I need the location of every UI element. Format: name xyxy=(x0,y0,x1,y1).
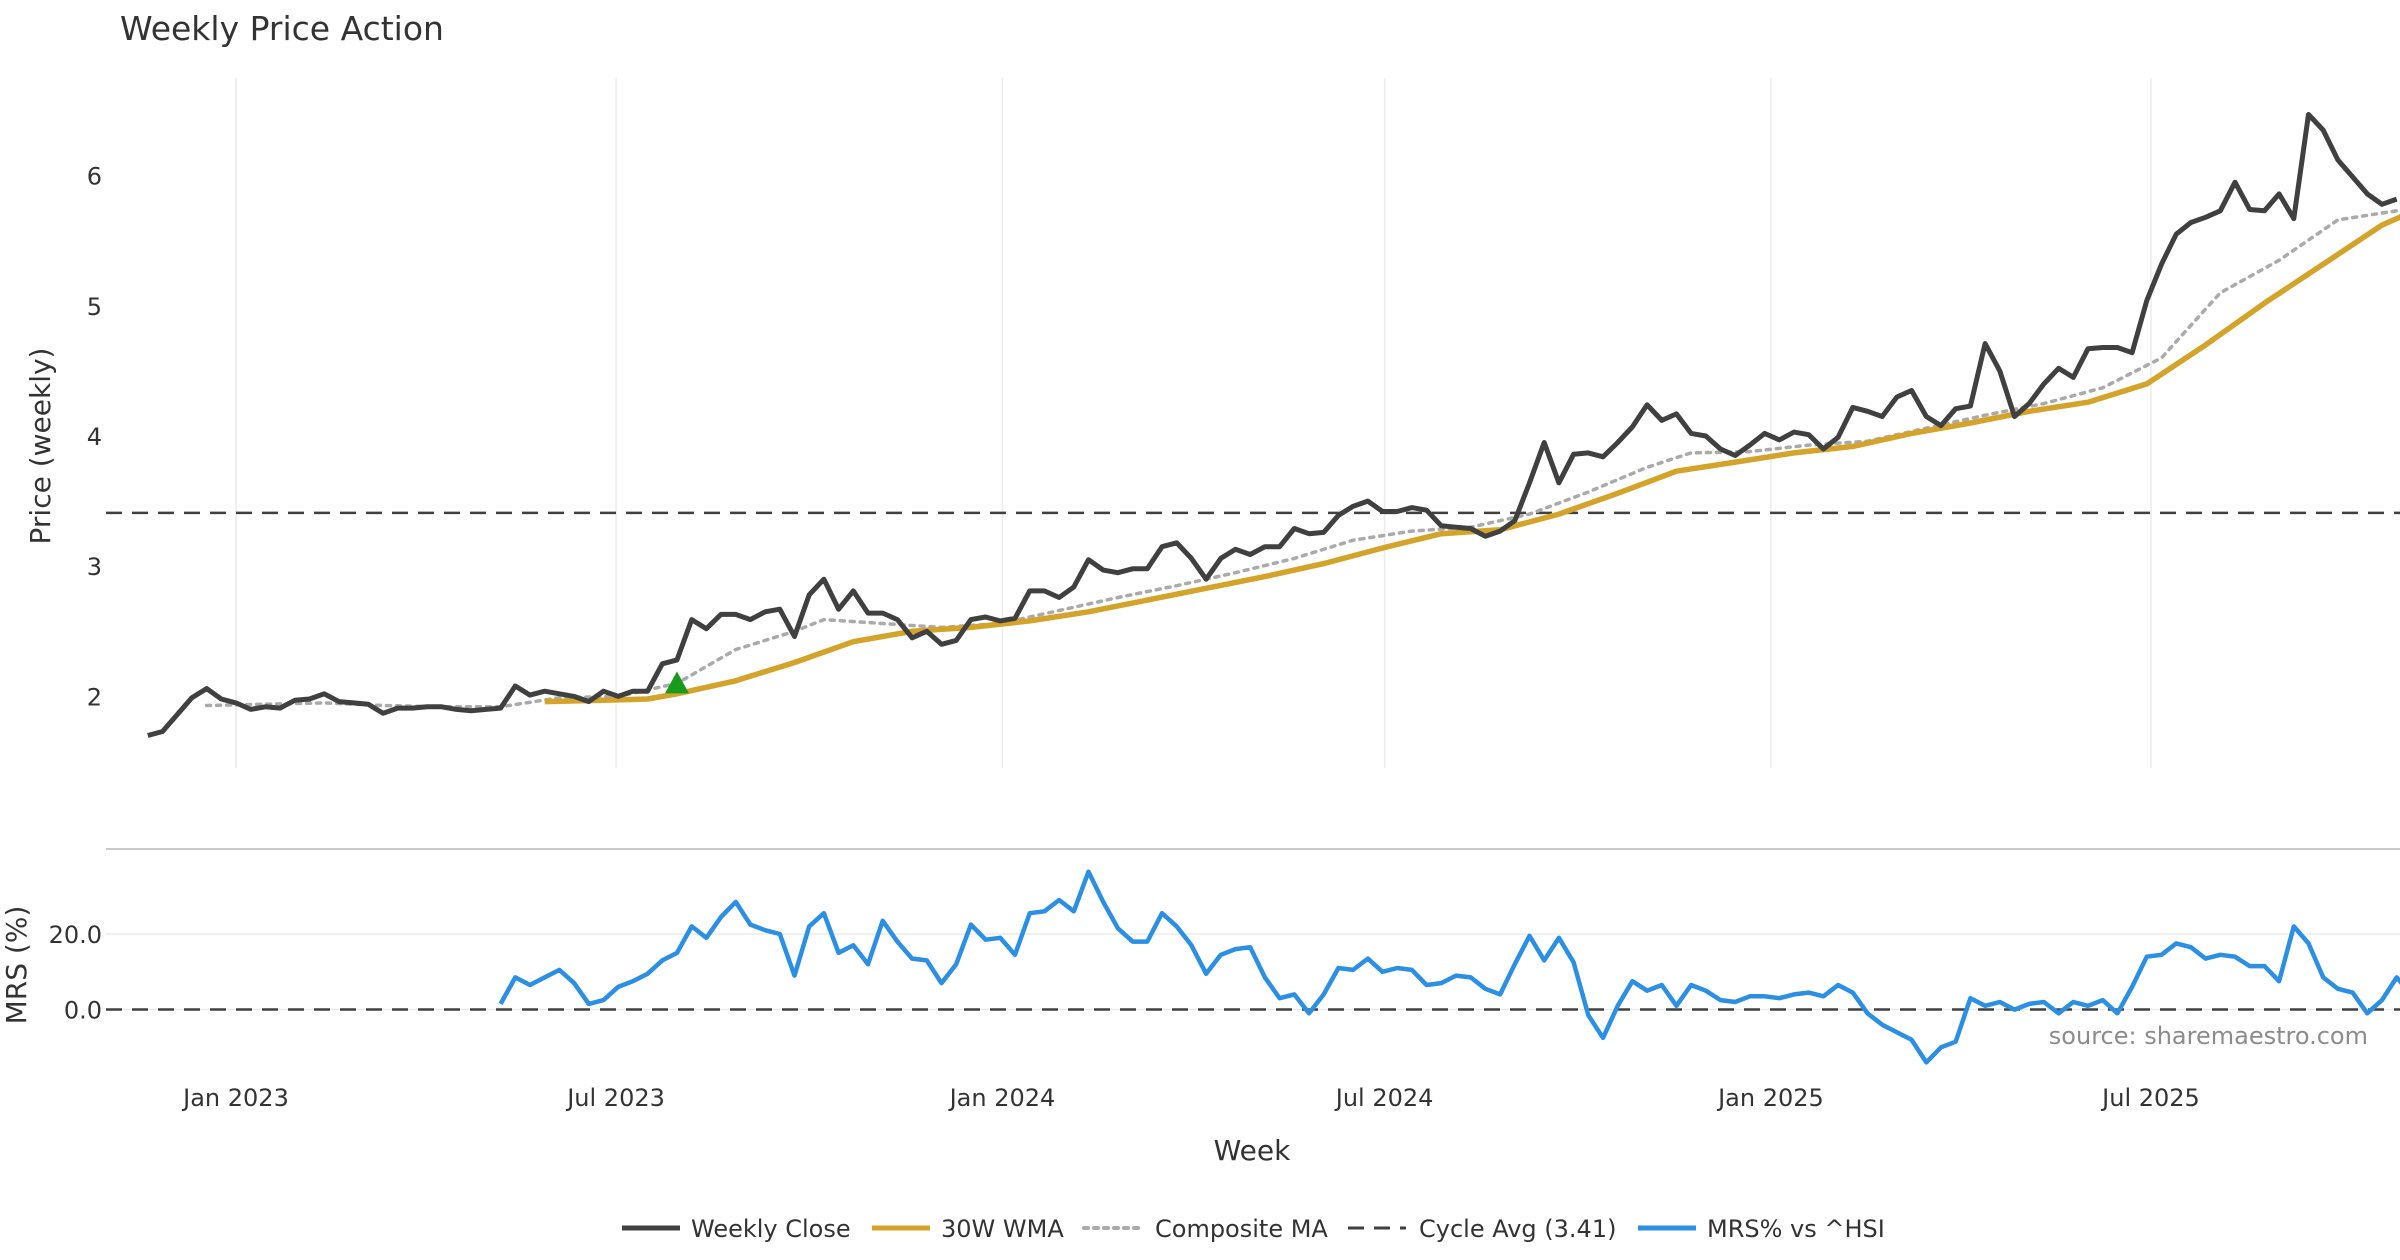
series-30w-wma xyxy=(544,214,2400,705)
mrs-y-tick-label: 0.0 xyxy=(64,997,102,1025)
mrs-y-ticks: 0.0 20.0 xyxy=(49,921,102,1025)
price-y-ticks: 2 3 4 5 6 xyxy=(87,163,102,712)
legend-label-mrs: MRS% vs ^HSI xyxy=(1707,1215,1885,1243)
x-tick-label: Jul 2025 xyxy=(2100,1084,2200,1112)
x-tick-label: Jul 2024 xyxy=(1334,1084,1434,1112)
legend-item-30w-wma: 30W WMA xyxy=(872,1215,1064,1243)
price-y-axis-label: Price (weekly) xyxy=(24,348,57,545)
legend-item-weekly-close: Weekly Close xyxy=(622,1215,851,1243)
legend-label-cycle-avg: Cycle Avg (3.41) xyxy=(1419,1215,1616,1243)
price-panel: 2 3 4 5 6 xyxy=(87,78,2400,768)
mrs-y-axis-label: MRS (%) xyxy=(0,906,33,1025)
legend-label-30w-wma: 30W WMA xyxy=(941,1215,1064,1243)
mrs-panel: 0.0 20.0 xyxy=(49,869,2400,1065)
legend: Weekly Close 30W WMA Composite MA Cycle … xyxy=(622,1215,1885,1243)
x-axis-label: Week xyxy=(1214,1134,1291,1167)
x-tick-label: Jan 2024 xyxy=(948,1084,1056,1112)
buy-signal-marker xyxy=(664,671,689,694)
x-tick-label: Jan 2023 xyxy=(181,1084,289,1112)
price-series xyxy=(106,112,2400,738)
mrs-y-tick-label: 20.0 xyxy=(49,921,102,949)
price-y-tick-label: 2 xyxy=(87,683,102,711)
x-tick-label: Jan 2025 xyxy=(1716,1084,1824,1112)
price-y-tick-label: 3 xyxy=(87,553,102,581)
x-ticks: Jan 2023 Jul 2023 Jan 2024 Jul 2024 Jan 2025… xyxy=(181,1084,2200,1112)
price-y-tick-label: 4 xyxy=(87,423,102,451)
chart-title: Weekly Price Action xyxy=(120,9,444,48)
price-y-tick-label: 5 xyxy=(87,293,102,321)
legend-item-mrs: MRS% vs ^HSI xyxy=(1638,1215,1885,1243)
mrs-series xyxy=(106,869,2400,1065)
source-note: source: sharemaestro.com xyxy=(2049,1022,2368,1050)
legend-item-composite-ma: Composite MA xyxy=(1082,1215,1328,1243)
legend-label-composite-ma: Composite MA xyxy=(1155,1215,1328,1243)
legend-label-weekly-close: Weekly Close xyxy=(691,1215,851,1243)
x-tick-label: Jul 2023 xyxy=(565,1084,665,1112)
legend-item-cycle-avg: Cycle Avg (3.41) xyxy=(1348,1215,1616,1243)
series-weekly-close xyxy=(147,112,2398,738)
series-mrs-vs-hsi xyxy=(498,869,2400,1065)
price-y-tick-label: 6 xyxy=(87,163,102,191)
price-grid xyxy=(235,78,2152,768)
